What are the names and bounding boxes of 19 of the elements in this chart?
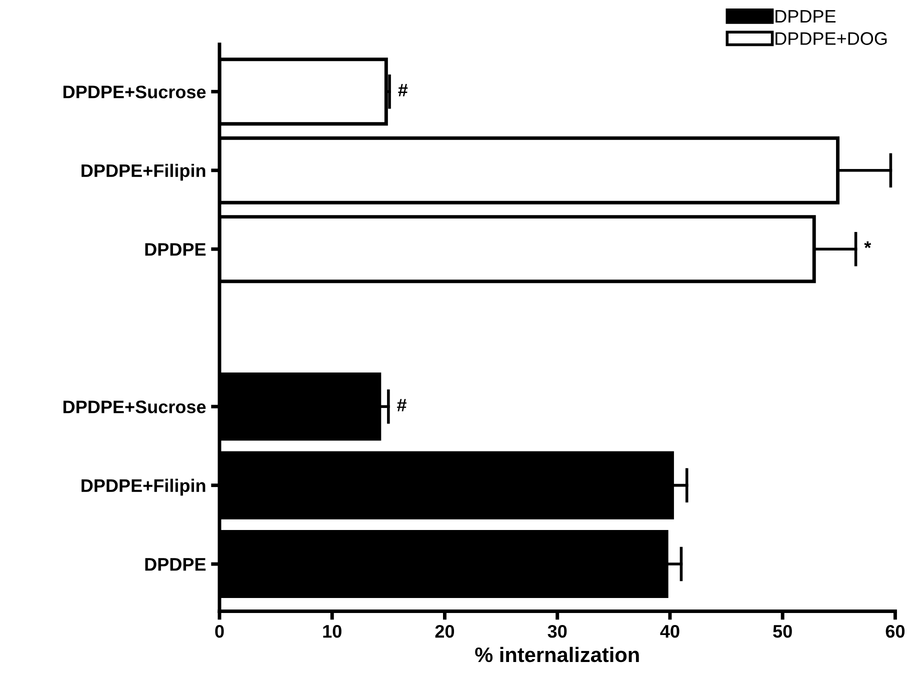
y-tick-label: DPDPE+Sucrose (64, 400, 206, 414)
x-tick-label: 10 (323, 624, 342, 638)
data-label: * (864, 241, 872, 248)
x-tick-label: 0 (215, 624, 224, 638)
legend-label: DPDPE (776, 10, 836, 23)
data-label: # (397, 398, 407, 412)
x-tick-label: 30 (548, 624, 567, 638)
x-axis-title: % internalization (475, 646, 639, 662)
legend-label: DPDPE+DOG (776, 32, 887, 45)
x-tick-label: 20 (435, 624, 454, 638)
data-label: # (398, 84, 408, 96)
y-tick-label: DPDPE (145, 558, 206, 571)
x-tick-label: 60 (886, 624, 905, 638)
y-tick-label: DPDPE+Filipin (82, 478, 206, 496)
x-tick-label: 50 (773, 624, 792, 638)
y-tick-label: DPDPE+Filipin (82, 164, 206, 181)
y-tick-label: DPDPE (145, 243, 206, 256)
y-tick-label: DPDPE+Sucrose (64, 86, 206, 98)
x-tick-label: 40 (660, 624, 680, 638)
